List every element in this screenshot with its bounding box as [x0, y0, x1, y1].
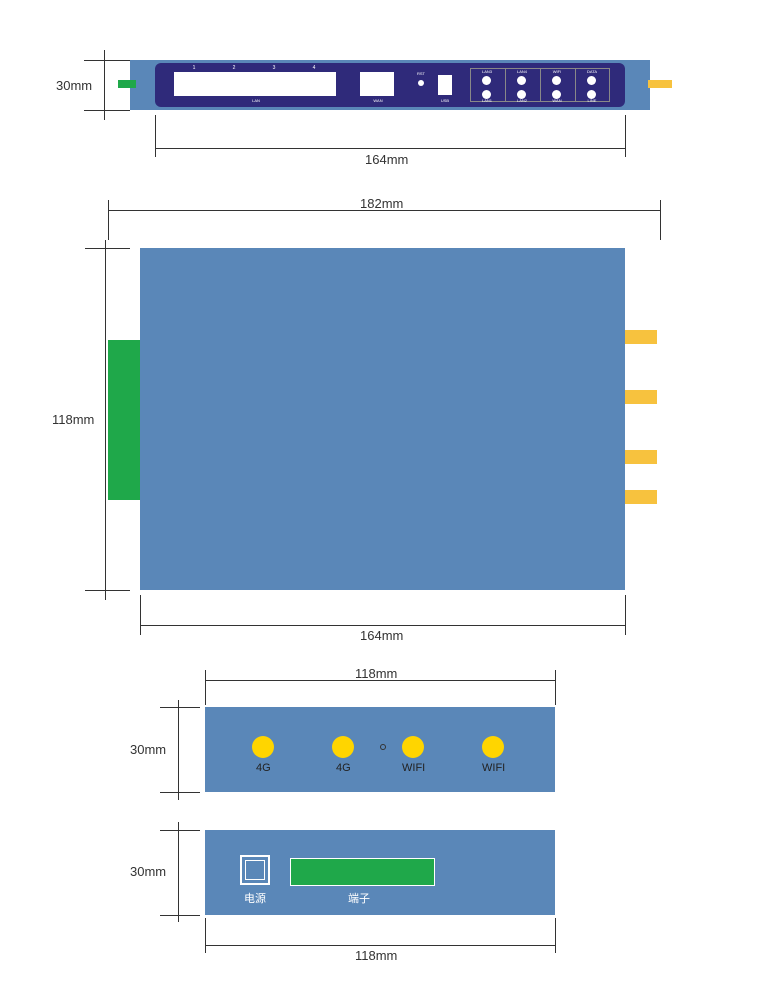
ant-label-wifi-2: WIFI	[482, 762, 505, 774]
dim-line	[555, 918, 556, 953]
dim-line	[105, 240, 106, 600]
usb-port-cutout	[438, 75, 452, 95]
dim-line	[104, 50, 105, 120]
dim-line	[85, 248, 130, 249]
label-lan1: LAN1	[475, 98, 499, 103]
ant-wifi-2	[482, 736, 504, 758]
dim-line	[625, 595, 626, 635]
indicator-sep	[505, 68, 506, 102]
dim-line	[205, 945, 555, 946]
lan-num-4: 4	[310, 65, 318, 71]
ant-4g-1	[252, 736, 274, 758]
led-lan3	[482, 76, 491, 85]
terminal-block	[290, 858, 435, 886]
lan-num-3: 3	[270, 65, 278, 71]
lan-num-2: 2	[230, 65, 238, 71]
dim-line	[660, 200, 661, 240]
dim-line	[178, 822, 179, 922]
dim-label-164mm-v2: 164mm	[360, 628, 403, 643]
yellow-tab-3	[625, 450, 657, 464]
ant-4g-2	[332, 736, 354, 758]
center-hole	[380, 744, 386, 750]
dim-label-118mm-v4: 118mm	[355, 948, 397, 963]
dim-line	[160, 707, 200, 708]
label-line: LINE	[580, 98, 604, 103]
dim-line	[625, 115, 626, 157]
rst-button	[418, 80, 424, 86]
power-inner	[245, 860, 265, 880]
dim-label-164mm-v1: 164mm	[365, 152, 408, 167]
terminal-label: 端子	[348, 890, 370, 906]
ant-label-4g-2: 4G	[336, 762, 351, 774]
dim-line	[140, 595, 141, 635]
yellow-tab-right	[648, 80, 672, 88]
dim-line	[108, 200, 109, 240]
ant-label-wifi-1: WIFI	[402, 762, 425, 774]
label-wan-led: WAN	[545, 98, 569, 103]
dim-line	[84, 60, 130, 61]
dim-line	[85, 590, 130, 591]
led-wifi	[552, 76, 561, 85]
dim-line	[155, 148, 625, 149]
dim-line	[160, 915, 200, 916]
label-lan3: LAN3	[475, 69, 499, 74]
dim-label-30mm-v3: 30mm	[130, 742, 166, 757]
green-tab-left	[118, 80, 136, 88]
dim-line	[155, 115, 156, 157]
dim-line	[84, 110, 130, 111]
led-lan4	[517, 76, 526, 85]
yellow-tab-2	[625, 390, 657, 404]
dim-label-182mm: 182mm	[360, 196, 403, 211]
lan-label: LAN	[246, 98, 266, 103]
dim-line	[205, 670, 206, 705]
top-body	[140, 248, 625, 590]
dim-line	[555, 670, 556, 705]
label-lan2: LAN2	[510, 98, 534, 103]
yellow-tab-1	[625, 330, 657, 344]
ant-label-4g-1: 4G	[256, 762, 271, 774]
label-lan4: LAN4	[510, 69, 534, 74]
dim-line	[140, 625, 625, 626]
label-data: DATA	[580, 69, 604, 74]
yellow-tab-4	[625, 490, 657, 504]
usb-label: USB	[438, 98, 452, 103]
dim-label-30mm-v1: 30mm	[56, 78, 92, 93]
dim-line	[160, 792, 200, 793]
dim-line	[178, 700, 179, 800]
power-label: 电源	[244, 890, 266, 906]
label-wifi-top: WIFI	[545, 69, 569, 74]
green-side-top	[108, 340, 140, 500]
lan-ports-cutout	[174, 72, 336, 96]
indicator-sep	[540, 68, 541, 102]
wan-label: WAN	[368, 98, 388, 103]
dim-label-118mm-v2: 118mm	[52, 412, 94, 427]
ant-wifi-1	[402, 736, 424, 758]
wan-port-cutout	[360, 72, 394, 96]
dim-label-30mm-v4: 30mm	[130, 864, 166, 879]
rst-label: RST	[414, 71, 428, 76]
indicator-sep	[575, 68, 576, 102]
dim-label-118mm-v3: 118mm	[355, 666, 397, 681]
dim-line	[205, 918, 206, 953]
dim-line	[160, 830, 200, 831]
lan-num-1: 1	[190, 65, 198, 71]
led-data	[587, 76, 596, 85]
